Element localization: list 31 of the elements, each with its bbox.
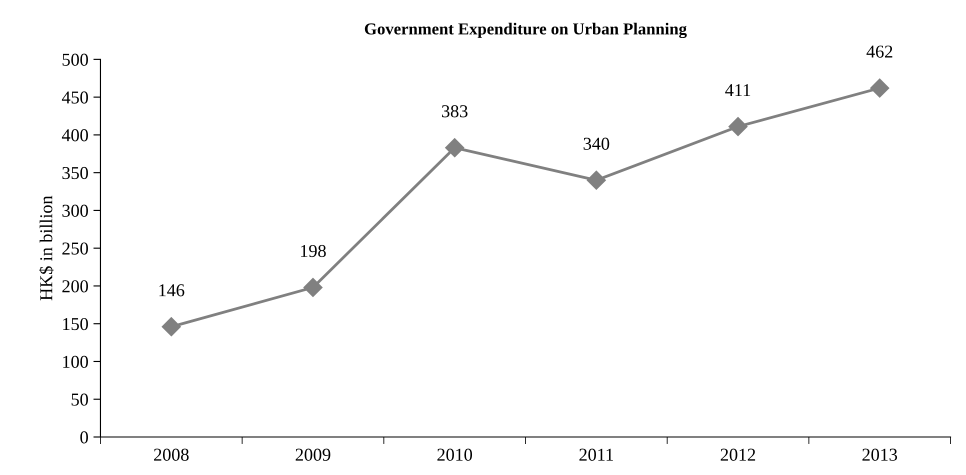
point <box>586 170 606 190</box>
data-label: 411 <box>725 84 750 96</box>
y-tick-label: 450 <box>62 91 88 104</box>
chart-title: Government Expenditure on Urban Planning <box>364 22 687 38</box>
y-tick-label: 400 <box>62 129 88 142</box>
data-label: 462 <box>866 46 892 58</box>
x-tick-label: 2013 <box>862 448 898 461</box>
y-tick-label: 50 <box>72 393 88 406</box>
point <box>445 138 464 158</box>
y-axis-title: HK$ in billion <box>39 196 54 300</box>
y-tick-label: 0 <box>80 431 88 444</box>
y-tick-label: 100 <box>63 356 88 368</box>
y-tick-label: 500 <box>62 54 88 66</box>
x-tick-label: 2011 <box>579 448 613 461</box>
y-tick-label: 150 <box>63 318 88 330</box>
x-tick-label: 2009 <box>296 448 330 461</box>
x-tick-label: 2010 <box>437 448 472 461</box>
data-label: 383 <box>442 105 468 118</box>
x-tick-label: 2008 <box>154 448 189 461</box>
data-label: 340 <box>584 138 610 150</box>
y-tick-label: 250 <box>62 242 88 255</box>
point <box>728 117 748 136</box>
point <box>162 317 181 336</box>
point <box>870 78 890 98</box>
data-label: 146 <box>159 284 184 296</box>
y-tick-label: 350 <box>62 166 88 180</box>
y-tick-label: 300 <box>62 204 88 217</box>
y-tick-label: 200 <box>62 280 88 292</box>
point <box>303 278 323 297</box>
x-tick-label: 2012 <box>720 448 756 461</box>
data-label: 198 <box>301 244 326 258</box>
